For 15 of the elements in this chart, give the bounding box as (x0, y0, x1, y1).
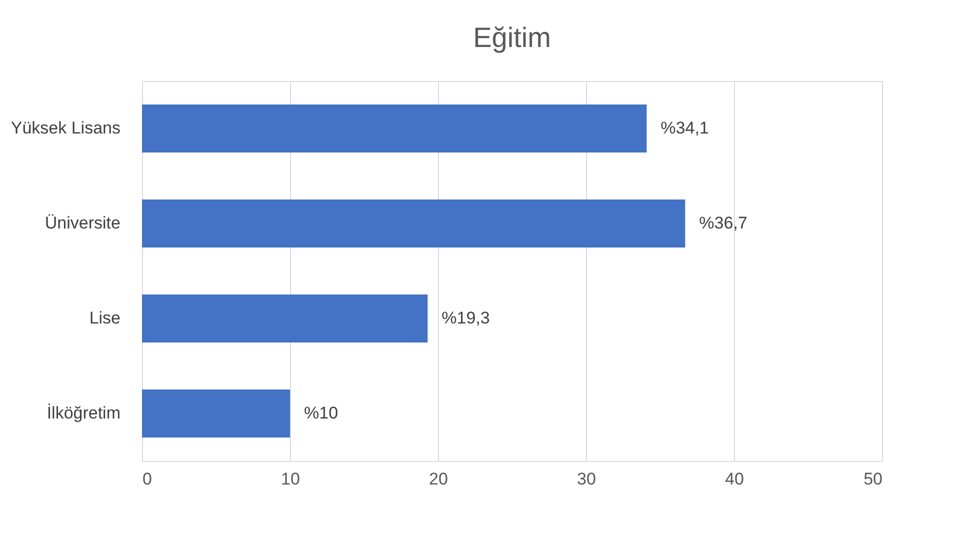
x-tick-label: 10 (281, 470, 300, 488)
y-tick-label: Üniversite (44, 214, 120, 232)
data-label: %36,7 (699, 214, 748, 232)
data-label: %10 (304, 404, 338, 422)
y-tick-label: İlköğretim (46, 404, 120, 422)
x-tick-label: 20 (429, 470, 448, 488)
x-tick-label: 50 (864, 470, 882, 488)
data-label: %34,1 (660, 118, 709, 138)
data-label: %19,3 (442, 308, 490, 328)
chart-title: Eğitim (473, 22, 551, 53)
x-tick-label: 30 (577, 470, 596, 488)
y-tick-label: Yüksek Lisans (10, 118, 120, 138)
x-tick-label: 40 (725, 470, 744, 488)
x-tick-label: 0 (142, 470, 152, 488)
y-tick-label: Lise (89, 308, 120, 328)
